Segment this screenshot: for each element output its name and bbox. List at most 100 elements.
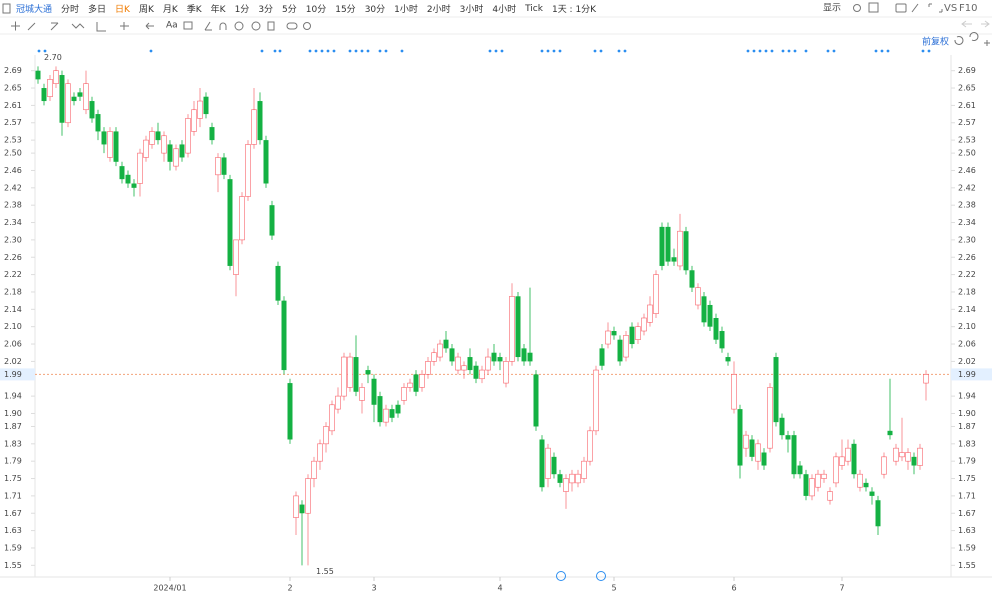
display-button[interactable]: 显示 [823,3,841,14]
y-tick-label: 1.87 [958,422,976,431]
period-tab[interactable]: 15分 [335,5,356,15]
y-tick-label: 1.87 [4,422,22,431]
y-tick-label: 2.46 [958,166,976,175]
candle-body [491,352,497,362]
y-tick-label: 2.65 [4,84,22,93]
y-tick-label: 1.83 [958,439,976,448]
candle-body [449,348,455,362]
candle-body [683,231,689,271]
candle-body [689,270,695,288]
candle-body [755,443,761,462]
candle-body [305,478,311,514]
candle-body [863,482,869,488]
candle-body [83,83,89,111]
candle-body [383,408,389,423]
candle-body [107,131,113,158]
period-tab[interactable]: 1分 [234,5,250,15]
candle-body [815,473,821,488]
candle-body [317,443,323,462]
y-tick-label: 1.94 [958,392,976,401]
candle-body [785,435,791,440]
y-tick-label: 2.18 [4,287,22,296]
candle-body [413,374,419,392]
candle-body [173,148,179,167]
stock-name[interactable]: 冠城大通 [16,5,53,15]
candle-body [551,456,557,475]
adjust-button[interactable]: 前复权 [922,36,949,48]
y-tick-label: 2.34 [4,218,22,227]
period-tab[interactable]: 3分 [258,5,274,15]
period-tab[interactable]: Tick [525,3,543,14]
candle-body [407,382,413,388]
period-tab[interactable]: 5分 [282,5,297,15]
candle-body [923,374,929,384]
candle-body [695,287,701,306]
candle-body [227,179,233,266]
candle-body [767,387,773,449]
candle-body [221,157,227,175]
period-tab[interactable]: 周K [138,5,154,15]
candle-body [185,118,191,154]
candle-body [419,374,425,388]
toolbar-icons [2,2,990,46]
y-tick-label: 2.30 [4,235,22,244]
y-tick-label: 2.26 [958,253,976,262]
candle-body [101,131,107,145]
candle-body [611,331,617,336]
period-tab[interactable]: 多日 [88,5,107,15]
period-tab[interactable]: 2小时 [426,5,451,15]
period-tab[interactable]: 1天 : 1分K [551,5,597,15]
candle-body [671,257,677,262]
candle-body [269,205,275,236]
font-button[interactable]: Aa [166,21,178,31]
period-tab[interactable]: 4小时 [492,5,517,15]
candle-body [503,361,509,384]
candle-body [761,452,767,466]
period-tab[interactable]: 30分 [364,5,386,15]
y-tick-label: 2.65 [958,84,976,93]
candle-body [299,504,305,514]
candle-body [581,460,587,479]
candle-body [89,101,95,119]
period-tab[interactable]: 1小时 [394,5,418,15]
candle-body [911,456,917,466]
candle-body [557,474,563,483]
candle-body [599,348,605,366]
candle-body [875,500,881,527]
period-tab[interactable]: 3小时 [459,5,484,15]
candle-body [401,387,407,401]
x-tick-label: 2 [287,584,292,593]
y-tick-label: 2.34 [958,218,976,227]
candle-body [707,304,713,327]
y-tick-label: 2.50 [4,149,22,158]
period-tab[interactable]: 日K [115,5,130,15]
y-tick-label: 2.57 [958,118,976,127]
candle-body [563,478,569,492]
candle-body [179,144,185,158]
candle-body [857,473,863,488]
y-tick-label: 2.38 [958,201,976,210]
x-tick-label: 4 [497,584,502,593]
y-tick-label: 2.18 [958,287,976,296]
period-tab[interactable]: 年K [210,5,226,15]
candle-body [323,426,329,445]
y-tick-label: 2.42 [958,183,976,192]
candle-body [203,96,209,115]
candle-body [131,183,137,188]
y-tick-label: 2.06 [4,340,22,349]
candle-body [359,387,365,401]
candle-body [65,83,71,124]
y-tick-label: 1.55 [958,561,976,570]
period-tab[interactable]: 月K [162,5,178,15]
period-tab[interactable]: 季K [186,5,202,15]
period-tab[interactable]: 分时 [61,5,80,15]
f10-button[interactable]: F10 [959,3,977,14]
period-tab[interactable]: 10分 [305,5,327,15]
candle-body [281,300,287,371]
candle-body [791,435,797,475]
candle-body [725,357,731,362]
candle-body [677,230,683,267]
candle-body [851,443,857,475]
y-tick-label: 1.71 [4,491,22,500]
vs-button[interactable]: VS [944,3,957,14]
